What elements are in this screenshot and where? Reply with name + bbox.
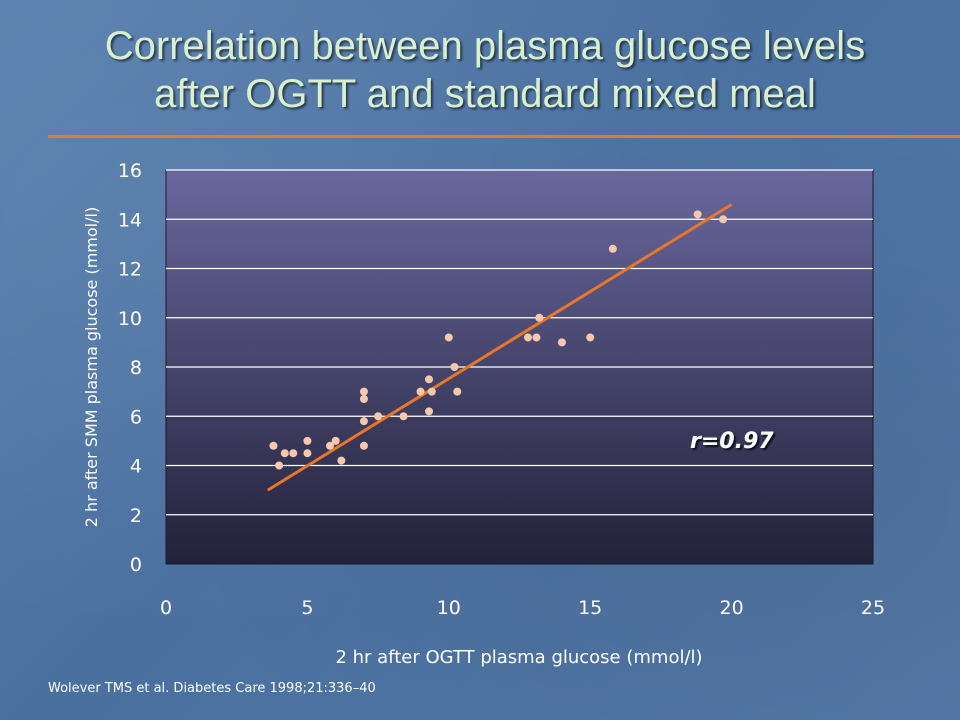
y-tick-label: 12 bbox=[118, 259, 142, 281]
data-point bbox=[532, 333, 541, 342]
data-point bbox=[719, 215, 728, 224]
y-tick-label: 10 bbox=[118, 308, 142, 330]
y-tick-label: 4 bbox=[130, 456, 142, 478]
data-point bbox=[557, 338, 566, 347]
x-axis-label: 2 hr after OGTT plasma glucose (mmol/l) bbox=[335, 647, 702, 668]
x-tick-label: 25 bbox=[861, 597, 885, 619]
gridlines bbox=[166, 169, 873, 516]
data-point bbox=[303, 449, 312, 458]
data-point bbox=[359, 395, 368, 404]
data-point bbox=[289, 449, 298, 458]
data-point bbox=[337, 456, 346, 465]
data-point bbox=[359, 387, 368, 396]
data-point bbox=[608, 244, 617, 253]
data-point bbox=[374, 412, 383, 421]
title-divider bbox=[48, 135, 960, 138]
data-point bbox=[269, 441, 278, 450]
y-tick-label: 0 bbox=[130, 554, 142, 576]
x-tick-label: 5 bbox=[301, 597, 313, 619]
data-point bbox=[523, 333, 532, 342]
x-tick-label: 0 bbox=[160, 597, 172, 619]
data-point bbox=[331, 436, 340, 445]
data-point bbox=[280, 449, 289, 458]
y-tick-label: 14 bbox=[118, 209, 142, 231]
citation: Wolever TMS et al. Diabetes Care 1998;21… bbox=[48, 681, 376, 696]
data-point bbox=[586, 333, 595, 342]
fit-line-group bbox=[267, 203, 733, 492]
data-point bbox=[425, 407, 434, 416]
regression-line bbox=[267, 203, 733, 492]
y-tick-label: 2 bbox=[130, 505, 142, 527]
y-axis-ticks: 0 2 4 6 8 10 12 14 16 bbox=[118, 160, 142, 576]
data-point bbox=[359, 441, 368, 450]
data-point bbox=[427, 387, 436, 396]
y-tick-label: 6 bbox=[130, 406, 142, 428]
data-point bbox=[399, 412, 408, 421]
x-tick-label: 15 bbox=[578, 597, 602, 619]
y-axis-label: 2 hr after SMM plasma glucose (mmol/l) bbox=[82, 207, 101, 527]
x-tick-label: 20 bbox=[720, 597, 744, 619]
data-points bbox=[269, 210, 728, 470]
y-tick-label: 8 bbox=[130, 357, 142, 379]
data-point bbox=[444, 333, 453, 342]
data-point bbox=[303, 436, 312, 445]
data-point bbox=[535, 313, 544, 322]
x-axis-ticks: 0 5 10 15 20 25 bbox=[160, 597, 885, 619]
data-point bbox=[416, 387, 425, 396]
slide-title-line-2: after OGTT and standard mixed meal bbox=[154, 72, 816, 116]
data-point bbox=[693, 210, 702, 219]
correlation-annotation: r=0.97 bbox=[690, 429, 774, 454]
x-tick-label: 10 bbox=[437, 597, 461, 619]
data-point bbox=[425, 375, 434, 384]
data-point bbox=[326, 441, 335, 450]
slide-title: Correlation between plasma glucose level… bbox=[40, 22, 930, 118]
y-tick-label: 16 bbox=[118, 160, 142, 182]
data-point bbox=[453, 387, 462, 396]
data-point bbox=[275, 461, 284, 470]
data-point bbox=[359, 417, 368, 426]
data-point bbox=[450, 363, 459, 371]
slide-title-line-1: Correlation between plasma glucose level… bbox=[104, 24, 866, 68]
